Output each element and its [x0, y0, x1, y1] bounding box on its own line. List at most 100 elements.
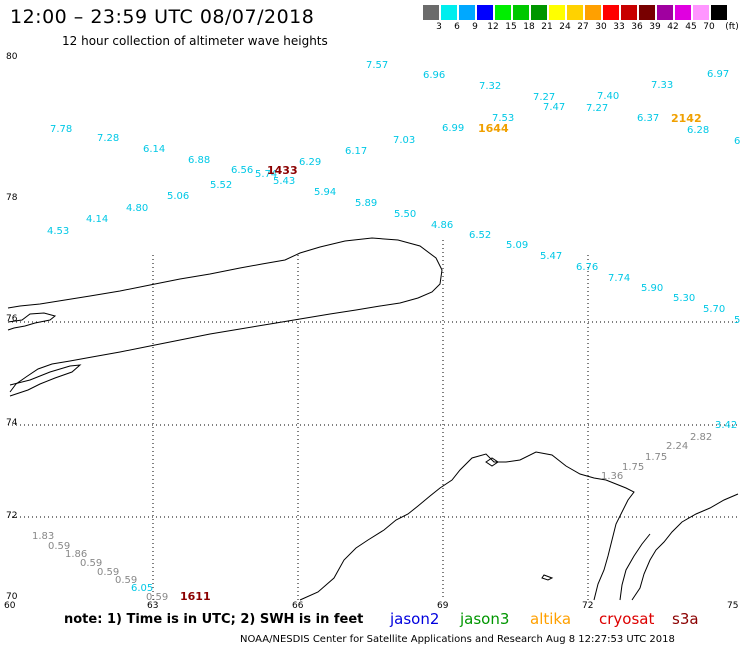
- wave-height-value: 6.29: [299, 157, 322, 168]
- scale-label: 12: [487, 22, 499, 32]
- wave-height-value: 4.14: [86, 214, 109, 225]
- scale-swatch: [423, 5, 439, 20]
- scale-label: 6: [454, 22, 460, 32]
- scale-label: 18: [523, 22, 535, 32]
- mission-altika: altika: [530, 610, 572, 628]
- wave-height-value: 2.82: [690, 432, 713, 443]
- wave-height-value: 5.90: [641, 283, 664, 294]
- wave-height-value: 7.33: [651, 80, 674, 91]
- scale-swatch: [459, 5, 475, 20]
- wave-height-value: 4.53: [47, 226, 70, 237]
- scale-swatch: [513, 5, 529, 20]
- scale-swatch: [675, 5, 691, 20]
- map-title: 12:00 – 23:59 UTC 08/07/2018: [10, 6, 315, 28]
- wave-height-value: 4.86: [431, 220, 454, 231]
- scale-label: 42: [667, 22, 679, 32]
- coastline: [7, 237, 739, 601]
- scale-label: 15: [505, 22, 517, 32]
- wave-height-value: 6.99: [442, 123, 465, 134]
- wave-height-value: 7.03: [393, 135, 416, 146]
- scale-swatch: [477, 5, 493, 20]
- mission-jason3: jason3: [460, 610, 510, 628]
- wave-height-value: 7.78: [50, 124, 73, 135]
- wave-height-value: 5.94: [314, 187, 337, 198]
- scale-unit: (ft): [725, 22, 739, 32]
- lat-label: 74: [6, 418, 18, 428]
- novaya-zemlya-south: [7, 312, 57, 331]
- wave-height-value: 1.83: [32, 531, 55, 542]
- pass-time-label: 1644: [478, 122, 509, 135]
- pass-time-label: 1611: [180, 590, 211, 603]
- scale-label: 36: [631, 22, 643, 32]
- scale-swatch: [657, 5, 673, 20]
- wave-height-value: 3.42: [715, 420, 738, 431]
- wave-height-value: 5.30: [673, 293, 696, 304]
- scale-swatch: [603, 5, 619, 20]
- southern-island: [9, 364, 82, 397]
- wave-height-value: 0.59: [48, 541, 71, 552]
- scale-label: 70: [703, 22, 715, 32]
- wave-height-value: 5.06: [167, 191, 190, 202]
- wave-height-value: 4.80: [126, 203, 149, 214]
- wave-height-value: 7.32: [479, 81, 502, 92]
- scale-label: 33: [613, 22, 625, 32]
- scale-label: 45: [685, 22, 697, 32]
- pass-time-label: 2142: [671, 112, 702, 125]
- wave-height-value: 7.74: [608, 273, 631, 284]
- lon-label: 69: [437, 601, 449, 611]
- wave-height-value: 0.59: [146, 592, 169, 603]
- scale-swatch: [441, 5, 457, 20]
- wave-height-value: 7.47: [543, 102, 566, 113]
- lat-label: 70: [6, 592, 18, 602]
- pass-time-label: 1433: [267, 164, 298, 177]
- lon-label: 75: [727, 601, 739, 611]
- small-island-2: [485, 457, 499, 467]
- wave-height-value: 5.47: [540, 251, 563, 262]
- map-subtitle: 12 hour collection of altimeter wave hei…: [62, 34, 328, 48]
- scale-swatch: [495, 5, 511, 20]
- wave-height-value: 2.24: [666, 441, 689, 452]
- lat-label: 80: [6, 52, 18, 62]
- scale-swatch: [567, 5, 583, 20]
- lat-label: 76: [6, 314, 18, 324]
- wave-height-value: 6.76: [576, 262, 599, 273]
- wave-height-value: 5.70: [703, 304, 726, 315]
- lon-label: 66: [292, 601, 304, 611]
- wave-height-value: 6.28: [687, 125, 710, 136]
- wave-height-value: 5: [734, 315, 740, 326]
- wave-height-value: 6.88: [188, 155, 211, 166]
- river-inlet: [619, 533, 651, 601]
- wave-height-value: 5.74: [255, 169, 278, 180]
- mission-s3a: s3a: [672, 610, 699, 628]
- mission-cryosat: cryosat: [599, 610, 655, 628]
- scale-label: 3: [436, 22, 442, 32]
- scale-label: 30: [595, 22, 607, 32]
- wave-height-value: 5.89: [355, 198, 378, 209]
- lat-label: 72: [6, 511, 18, 521]
- wave-height-value: 1.75: [645, 452, 668, 463]
- wave-height-value: 6: [734, 136, 740, 147]
- wave-height-value: 6.56: [231, 165, 254, 176]
- wave-height-value: 5.09: [506, 240, 529, 251]
- yamal-coast: [299, 451, 635, 601]
- wave-height-value: 1.86: [65, 549, 88, 560]
- scale-label: 21: [541, 22, 553, 32]
- scale-swatch: [585, 5, 601, 20]
- wave-height-value: 6.96: [423, 70, 446, 81]
- wave-height-value: 5.52: [210, 180, 233, 191]
- lon-label: 72: [582, 601, 594, 611]
- mission-jason2: jason2: [390, 610, 440, 628]
- scale-swatch: [549, 5, 565, 20]
- wave-height-value: 7.27: [586, 103, 609, 114]
- wave-height-value: 0.59: [97, 567, 120, 578]
- wave-height-value: 6.97: [707, 69, 730, 80]
- scale-swatch: [531, 5, 547, 20]
- graticule: [8, 240, 738, 600]
- scale-label: 39: [649, 22, 661, 32]
- wave-height-value: 0.59: [80, 558, 103, 569]
- wave-height-value: 6.52: [469, 230, 492, 241]
- wave-height-value: 6.14: [143, 144, 166, 155]
- wave-height-value: 6.05: [131, 583, 154, 594]
- scale-swatch: [711, 5, 727, 20]
